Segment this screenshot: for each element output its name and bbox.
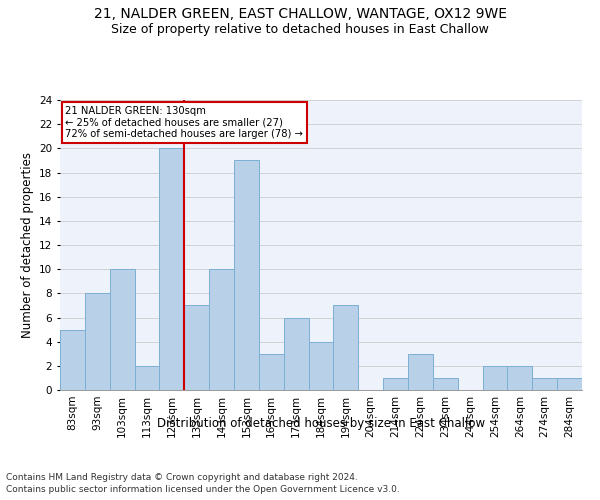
Text: Contains HM Land Registry data © Crown copyright and database right 2024.: Contains HM Land Registry data © Crown c… [6, 472, 358, 482]
Bar [85, 294, 110, 390]
Text: Distribution of detached houses by size in East Challow: Distribution of detached houses by size … [157, 418, 485, 430]
Bar [284, 318, 308, 390]
Bar [433, 378, 458, 390]
Bar [508, 366, 532, 390]
Bar [334, 306, 358, 390]
Y-axis label: Number of detached properties: Number of detached properties [20, 152, 34, 338]
Bar [110, 269, 134, 390]
Bar [60, 330, 85, 390]
Bar [482, 366, 508, 390]
Bar [184, 306, 209, 390]
Bar [160, 148, 184, 390]
Text: Contains public sector information licensed under the Open Government Licence v3: Contains public sector information licen… [6, 485, 400, 494]
Bar [408, 354, 433, 390]
Bar [532, 378, 557, 390]
Bar [134, 366, 160, 390]
Text: 21, NALDER GREEN, EAST CHALLOW, WANTAGE, OX12 9WE: 21, NALDER GREEN, EAST CHALLOW, WANTAGE,… [94, 8, 506, 22]
Bar [308, 342, 334, 390]
Bar [234, 160, 259, 390]
Text: Size of property relative to detached houses in East Challow: Size of property relative to detached ho… [111, 22, 489, 36]
Bar [557, 378, 582, 390]
Bar [383, 378, 408, 390]
Bar [259, 354, 284, 390]
Bar [209, 269, 234, 390]
Text: 21 NALDER GREEN: 130sqm
← 25% of detached houses are smaller (27)
72% of semi-de: 21 NALDER GREEN: 130sqm ← 25% of detache… [65, 106, 303, 139]
